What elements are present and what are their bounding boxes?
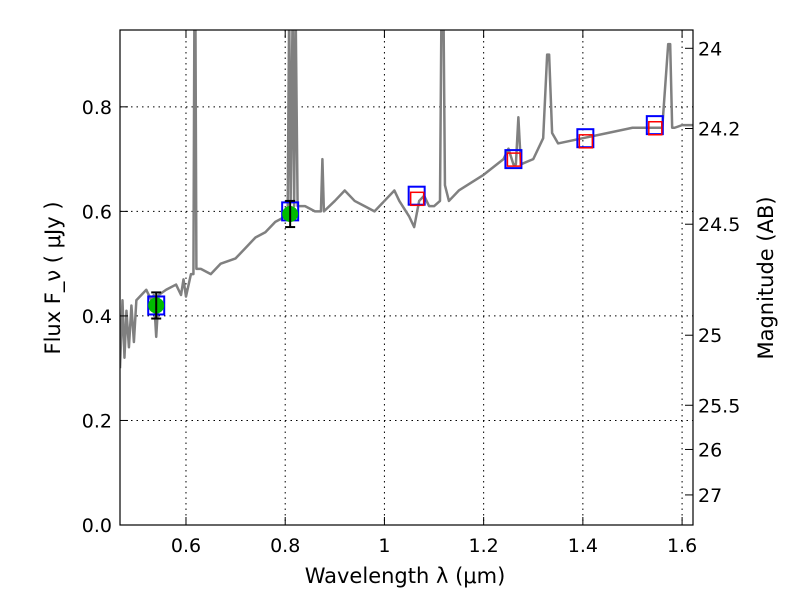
y-tick-label: 0.8 xyxy=(82,97,112,119)
y-axis-label: Flux F_ν ( μJy ) xyxy=(41,201,66,354)
x-tick-label: 1 xyxy=(378,535,390,557)
x-tick-label: 1.6 xyxy=(667,535,697,557)
right-tick-label: 24.2 xyxy=(698,118,740,140)
y-tick-label: 0.4 xyxy=(82,306,112,328)
right-tick-label: 26 xyxy=(698,439,722,461)
ticks: 0.6 0.8 1 1.2 1.4 1.6 0.0 0.2 0.4 0.6 0.8 24 24.2 24.… xyxy=(82,30,740,557)
filter-photometry-point xyxy=(506,152,522,167)
spectrum-line xyxy=(120,30,693,369)
right-tick-label: 27 xyxy=(698,485,722,507)
x-axis-label: Wavelength λ (μm) xyxy=(305,564,506,588)
right-tick-label: 25.5 xyxy=(698,395,740,417)
right-tick-label: 24.5 xyxy=(698,214,740,236)
y-tick-label: 0.2 xyxy=(82,410,112,432)
right-axis-label: Magnitude (AB) xyxy=(754,196,778,359)
x-tick-label: 0.6 xyxy=(171,535,201,557)
filter-photometry-point xyxy=(409,191,425,207)
grid xyxy=(120,30,693,525)
model-photometry-point xyxy=(504,149,523,170)
filter-photometry-point xyxy=(578,134,594,149)
y-tick-label: 0.0 xyxy=(82,515,112,537)
plot-area xyxy=(120,30,693,369)
right-tick-label: 25 xyxy=(698,325,722,347)
x-tick-label: 0.8 xyxy=(270,535,300,557)
x-tick-label: 1.2 xyxy=(469,535,499,557)
plot-frame xyxy=(119,29,694,526)
y-tick-label: 0.6 xyxy=(82,201,112,223)
filter-photometry-point xyxy=(648,120,663,136)
right-tick-label: 24 xyxy=(698,38,722,60)
x-tick-label: 1.4 xyxy=(568,535,598,557)
